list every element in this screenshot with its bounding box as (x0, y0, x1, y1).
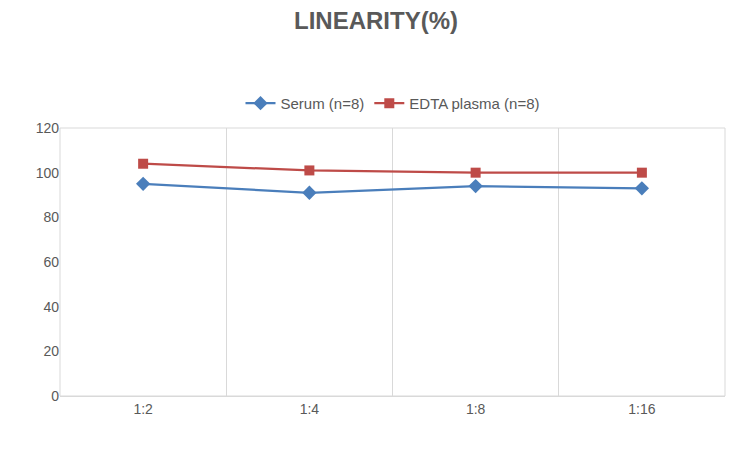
svg-text:1:2: 1:2 (133, 401, 153, 417)
svg-text:Serum (n=8): Serum (n=8) (281, 95, 365, 112)
svg-text:40: 40 (43, 299, 59, 315)
svg-text:1:4: 1:4 (300, 401, 320, 417)
svg-text:1:8: 1:8 (466, 401, 486, 417)
svg-text:1:16: 1:16 (628, 401, 655, 417)
svg-text:20: 20 (43, 343, 59, 359)
svg-text:60: 60 (43, 254, 59, 270)
svg-text:80: 80 (43, 209, 59, 225)
svg-text:LINEARITY(%): LINEARITY(%) (294, 7, 458, 34)
svg-text:EDTA plasma (n=8): EDTA plasma (n=8) (409, 95, 539, 112)
svg-text:120: 120 (36, 120, 60, 136)
svg-text:0: 0 (51, 388, 59, 404)
svg-text:100: 100 (36, 165, 60, 181)
